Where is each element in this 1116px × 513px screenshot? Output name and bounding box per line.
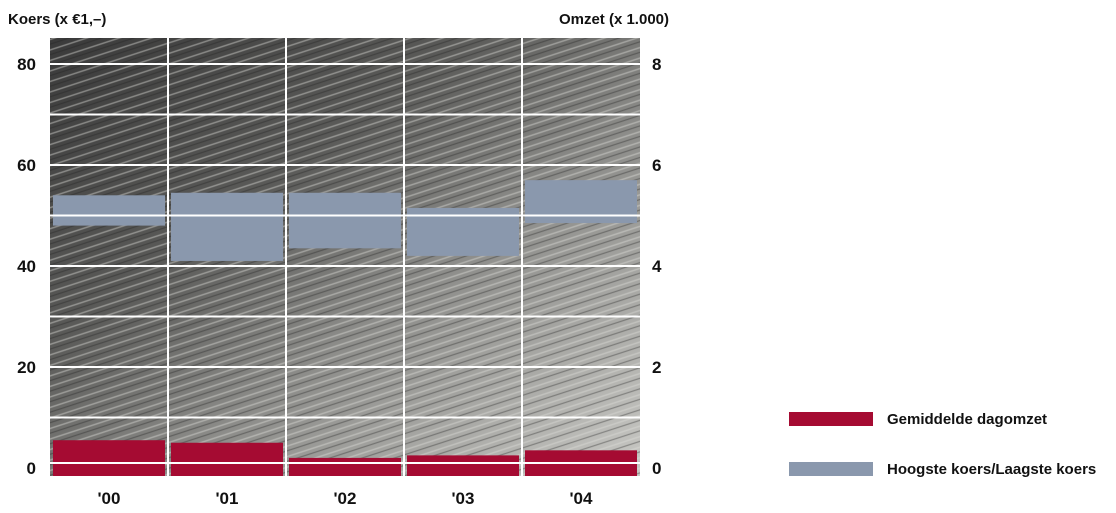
turnover-bar-3	[407, 455, 519, 476]
right-tick-label-4: 8	[652, 55, 661, 74]
range-bar-1	[171, 192, 283, 261]
range-bar-0	[53, 195, 165, 226]
legend: Gemiddelde dagomzet Hoogste koers/Laagst…	[789, 411, 1096, 478]
right-axis-title: Omzet (x 1.000)	[559, 11, 669, 28]
right-tick-label-3: 6	[652, 156, 661, 175]
right-axis-ticks: 0 2 4 6 8	[652, 55, 662, 478]
left-tick-label-2: 40	[17, 257, 36, 276]
x-axis-ticks: '00 '01 '02 '03 '04	[98, 489, 593, 508]
legend-label-hoogste-laagste-koers: Hoogste koers/Laagste koers	[887, 461, 1096, 478]
left-tick-label-4: 80	[17, 55, 36, 74]
left-tick-label-0: 0	[27, 459, 36, 478]
plot-marks	[53, 180, 637, 476]
x-tick-label-4: '04	[570, 489, 593, 508]
turnover-bar-0	[53, 440, 165, 476]
turnover-bar-2	[289, 457, 401, 476]
right-tick-label-0: 0	[652, 459, 661, 478]
turnover-bar-1	[171, 442, 283, 476]
right-tick-label-2: 4	[652, 257, 662, 276]
left-axis-title: Koers (x €1,–)	[8, 11, 106, 28]
range-bar-2	[289, 192, 401, 249]
right-tick-label-1: 2	[652, 358, 661, 377]
x-tick-label-3: '03	[452, 489, 475, 508]
legend-swatch-gemiddelde-dagomzet	[789, 412, 873, 426]
left-axis-ticks: 0 20 40 60 80	[17, 55, 36, 478]
legend-swatch-hoogste-laagste-koers	[789, 462, 873, 476]
legend-label-gemiddelde-dagomzet: Gemiddelde dagomzet	[887, 411, 1047, 428]
grid-lines	[50, 38, 640, 476]
x-tick-label-0: '00	[98, 489, 121, 508]
x-tick-label-2: '02	[334, 489, 357, 508]
photo-background	[50, 38, 640, 476]
left-tick-label-3: 60	[17, 156, 36, 175]
range-bar-4	[525, 180, 637, 224]
x-tick-label-1: '01	[216, 489, 239, 508]
left-tick-label-1: 20	[17, 358, 36, 377]
